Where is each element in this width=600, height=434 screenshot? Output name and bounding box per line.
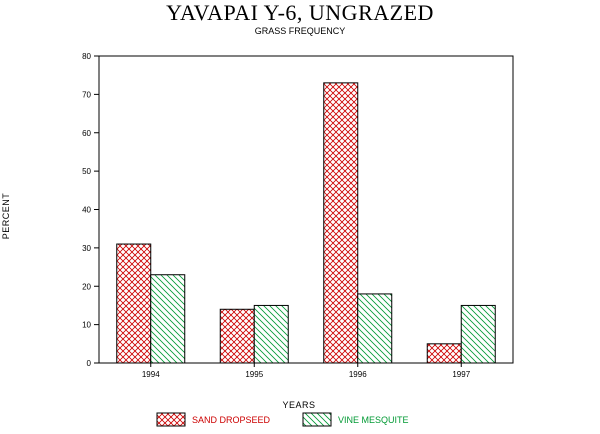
legend: SAND DROPSEED VINE MESQUITE — [156, 412, 409, 427]
bar-vine-mesquite-1994 — [150, 274, 186, 364]
chart-title: YAVAPAI Y-6, UNGRAZED — [166, 0, 434, 25]
y-tick-label: 30 — [82, 244, 91, 253]
legend-label-vine-mesquite: VINE MESQUITE — [338, 415, 409, 425]
x-tick-label: 1994 — [142, 370, 160, 379]
legend-swatch-vine-mesquite — [302, 412, 332, 427]
x-axis: 1994 1995 1996 1997 — [142, 363, 471, 379]
bar-sand-dropseed-1997 — [426, 343, 462, 364]
bar-vine-mesquite-1995 — [253, 304, 289, 364]
y-tick-label: 50 — [82, 167, 91, 176]
y-tick-label: 40 — [82, 206, 91, 215]
y-tick-label: 60 — [82, 129, 91, 138]
bar-sand-dropseed-1996 — [323, 82, 359, 364]
x-tick-label: 1996 — [349, 370, 367, 379]
y-tick-label: 0 — [87, 359, 92, 368]
bar-vine-mesquite-1996 — [357, 293, 393, 364]
legend-label-sand-dropseed: SAND DROPSEED — [192, 415, 271, 425]
x-tick-label: 1995 — [245, 370, 263, 379]
legend-swatch-sand-dropseed — [156, 412, 186, 427]
x-tick-label: 1997 — [452, 370, 470, 379]
y-tick-label: 70 — [82, 90, 91, 99]
y-tick-label: 10 — [82, 321, 91, 330]
bars — [116, 82, 496, 364]
y-tick-label: 20 — [82, 282, 91, 291]
bar-vine-mesquite-1997 — [460, 304, 496, 364]
bar-sand-dropseed-1994 — [116, 243, 152, 364]
bar-sand-dropseed-1995 — [219, 308, 255, 364]
chart-subtitle: GRASS FREQUENCY — [255, 26, 346, 36]
x-axis-label: YEARS — [282, 400, 315, 410]
y-axis-label: PERCENT — [1, 193, 11, 240]
y-tick-label: 80 — [82, 52, 91, 61]
y-axis: 0 10 20 30 40 50 60 70 80 — [82, 52, 99, 368]
